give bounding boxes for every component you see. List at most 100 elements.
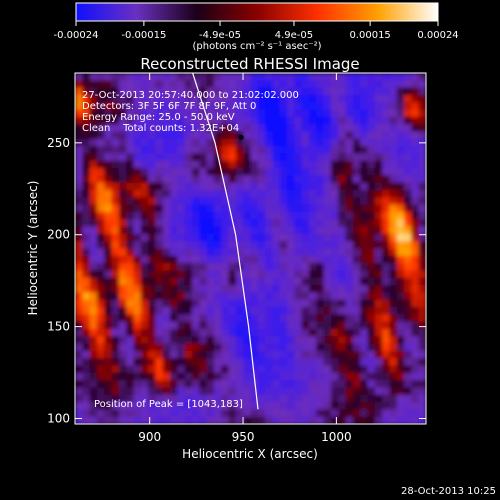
heatmap-cell <box>228 358 237 367</box>
heatmap-cell <box>140 365 149 374</box>
heatmap-cell <box>287 109 295 118</box>
heatmap-cell <box>323 241 332 250</box>
heatmap-cell <box>316 314 325 323</box>
heatmap-cell <box>177 131 186 140</box>
heatmap-cell <box>118 124 127 133</box>
heatmap-cell <box>192 153 200 162</box>
heatmap-cell <box>294 219 303 228</box>
heatmap-cell <box>228 131 237 140</box>
heatmap-cell <box>382 226 391 235</box>
heatmap-cell <box>309 138 317 147</box>
heatmap-cell <box>265 211 274 220</box>
heatmap-cell <box>418 160 426 169</box>
heatmap-cell <box>133 343 142 352</box>
heatmap-cell <box>221 387 230 396</box>
heatmap-cell <box>338 402 347 410</box>
heatmap-cell <box>382 277 391 286</box>
heatmap-cell <box>316 380 325 389</box>
heatmap-cell <box>389 197 398 206</box>
heatmap-cell <box>309 285 317 293</box>
heatmap-cell <box>148 409 157 418</box>
heatmap-cell <box>374 248 383 257</box>
heatmap-cell <box>221 80 230 89</box>
heatmap-cell <box>374 153 383 162</box>
heatmap-cell <box>148 380 157 389</box>
heatmap-cell <box>309 109 317 118</box>
heatmap-cell <box>345 160 354 169</box>
heatmap-cell <box>404 387 412 396</box>
heatmap-cell <box>89 270 98 279</box>
heatmap-cell <box>396 109 405 118</box>
heatmap-cell <box>243 248 252 257</box>
heatmap-cell <box>345 211 354 220</box>
colorbar-tick-label: -4.9e-05 <box>199 30 241 41</box>
heatmap-cell <box>82 80 91 89</box>
heatmap-cell <box>184 358 193 367</box>
heatmap-cell <box>162 73 171 81</box>
heatmap-cell <box>287 87 295 96</box>
heatmap-cell <box>265 124 274 133</box>
heatmap-cell <box>96 299 105 308</box>
heatmap-cell <box>250 416 259 424</box>
heatmap-cell <box>287 299 295 308</box>
heatmap-cell <box>301 131 310 140</box>
heatmap-cell <box>338 190 347 198</box>
heatmap-cell <box>250 336 259 345</box>
heatmap-cell <box>382 182 391 191</box>
heatmap-cell <box>396 168 405 176</box>
heatmap-cell <box>404 124 412 133</box>
heatmap-cell <box>140 153 149 162</box>
heatmap-cell <box>338 299 347 308</box>
heatmap-cell <box>301 343 310 352</box>
heatmap-cell <box>126 394 135 403</box>
heatmap-cell <box>235 153 244 162</box>
heatmap-cell <box>265 241 274 250</box>
heatmap-cell <box>177 328 186 337</box>
heatmap-cell <box>323 226 332 235</box>
y-tick-label: 100 <box>47 411 70 425</box>
heatmap-cell <box>140 197 149 206</box>
heatmap-cell <box>170 285 178 293</box>
heatmap-cell <box>345 380 354 389</box>
heatmap-cell <box>345 270 354 279</box>
heatmap-cell <box>360 365 369 374</box>
heatmap-cell <box>272 402 281 410</box>
heatmap-cell <box>404 109 412 118</box>
heatmap-cell <box>118 365 127 374</box>
heatmap-cell <box>82 416 91 424</box>
heatmap-cell <box>374 87 383 96</box>
heatmap-cell <box>126 160 135 169</box>
heatmap-cell <box>126 94 135 103</box>
heatmap-cell <box>199 372 208 381</box>
heatmap-cell <box>418 358 426 367</box>
heatmap-cell <box>148 182 157 191</box>
heatmap-cell <box>316 219 325 228</box>
heatmap-cell <box>323 102 332 111</box>
heatmap-cell <box>111 255 120 264</box>
heatmap-cell <box>177 285 186 293</box>
heatmap-cell <box>118 138 127 147</box>
heatmap-cell <box>184 343 193 352</box>
heatmap-cell <box>148 197 157 206</box>
heatmap-cell <box>126 153 135 162</box>
heatmap-cell <box>184 292 193 301</box>
heatmap-cell <box>126 73 135 81</box>
heatmap-cell <box>352 314 361 323</box>
colorbar-tick-label: 0.00024 <box>417 30 458 41</box>
heatmap-cell <box>352 160 361 169</box>
heatmap-cell <box>279 182 288 191</box>
heatmap-cell <box>389 394 398 403</box>
heatmap-cell <box>338 270 347 279</box>
heatmap-cell <box>170 219 178 228</box>
heatmap-cell <box>184 87 193 96</box>
heatmap-cell <box>374 116 383 125</box>
heatmap-cell <box>352 175 361 184</box>
heatmap-cell <box>257 153 266 162</box>
heatmap-cell <box>170 160 178 169</box>
heatmap-cell <box>184 307 193 315</box>
heatmap-cell <box>374 226 383 235</box>
heatmap-cell <box>396 94 405 103</box>
heatmap-cell <box>345 372 354 381</box>
heatmap-cell <box>374 307 383 315</box>
heatmap-cell <box>111 146 120 155</box>
